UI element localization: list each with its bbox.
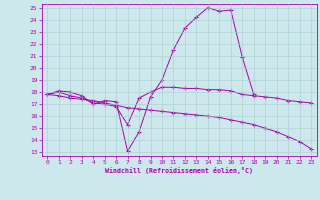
X-axis label: Windchill (Refroidissement éolien,°C): Windchill (Refroidissement éolien,°C) [105, 167, 253, 174]
